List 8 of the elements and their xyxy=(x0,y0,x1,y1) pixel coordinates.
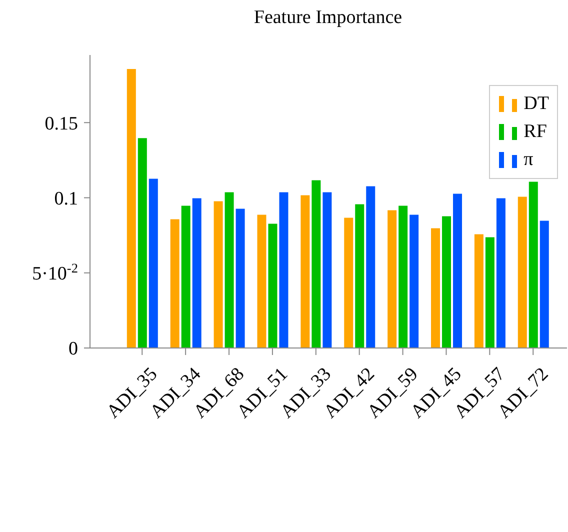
y-tick-label: 5·10$^{-2}$ xyxy=(32,260,78,285)
y-tick-label: 0 xyxy=(68,338,78,360)
y-tick-label: 0.15 xyxy=(44,113,78,134)
legend-label: DT xyxy=(524,92,549,116)
legend-label: π xyxy=(524,148,534,172)
chart-title: Feature Importance xyxy=(252,7,404,30)
legend-label: RF xyxy=(524,120,547,144)
y-tick-label: 0.1 xyxy=(54,188,78,210)
